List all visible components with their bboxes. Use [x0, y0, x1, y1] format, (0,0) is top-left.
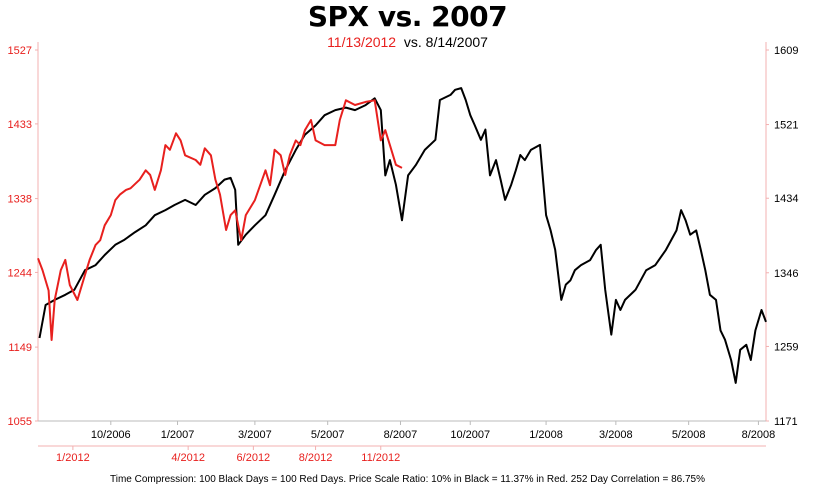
black-x-tick-label: 10/2006: [91, 429, 131, 441]
right-tick-label: 1171: [774, 416, 798, 428]
red-x-tick-label: 8/2012: [299, 452, 333, 464]
subtitle-black-date: vs. 8/14/2007: [403, 34, 488, 50]
black-x-tick-label: 3/2007: [238, 429, 272, 441]
left-tick-label: 1244: [8, 267, 32, 279]
red-x-tick-label: 4/2012: [171, 452, 205, 464]
black-x-tick-label: 8/2007: [384, 429, 418, 441]
chart-title: SPX vs. 2007: [307, 0, 508, 33]
black-x-tick-label: 5/2008: [672, 429, 706, 441]
red-x-tick-label: 1/2012: [56, 452, 90, 464]
chart-subtitle: 11/13/2012 vs. 8/14/2007: [0, 34, 815, 50]
chart-footnote: Time Compression: 100 Black Days = 100 R…: [109, 474, 706, 485]
right-tick-label: 1346: [774, 268, 798, 280]
right-tick-label: 1259: [774, 341, 798, 353]
left-tick-label: 1149: [8, 342, 32, 354]
red-series-line: [37, 99, 403, 341]
black-x-tick-label: 3/2008: [599, 429, 633, 441]
left-tick-label: 1527: [8, 45, 32, 57]
black-x-tick-label: 10/2007: [450, 429, 490, 441]
right-tick-label: 1434: [774, 193, 798, 205]
red-x-tick-label: 6/2012: [237, 452, 271, 464]
left-tick-label: 1338: [8, 194, 32, 206]
red-x-tick-label: 11/2012: [361, 452, 400, 464]
black-x-tick-label: 8/2008: [742, 429, 776, 441]
left-tick-label: 1433: [8, 119, 32, 131]
right-tick-label: 1609: [774, 45, 798, 57]
subtitle-red-date: 11/13/2012: [327, 34, 397, 50]
black-x-tick-label: 5/2007: [311, 429, 345, 441]
black-x-tick-label: 1/2007: [161, 429, 195, 441]
black-x-tick-label: 1/2008: [529, 429, 563, 441]
right-tick-label: 1521: [774, 120, 798, 132]
left-tick-label: 1055: [8, 416, 32, 428]
black-series-line: [38, 87, 767, 384]
